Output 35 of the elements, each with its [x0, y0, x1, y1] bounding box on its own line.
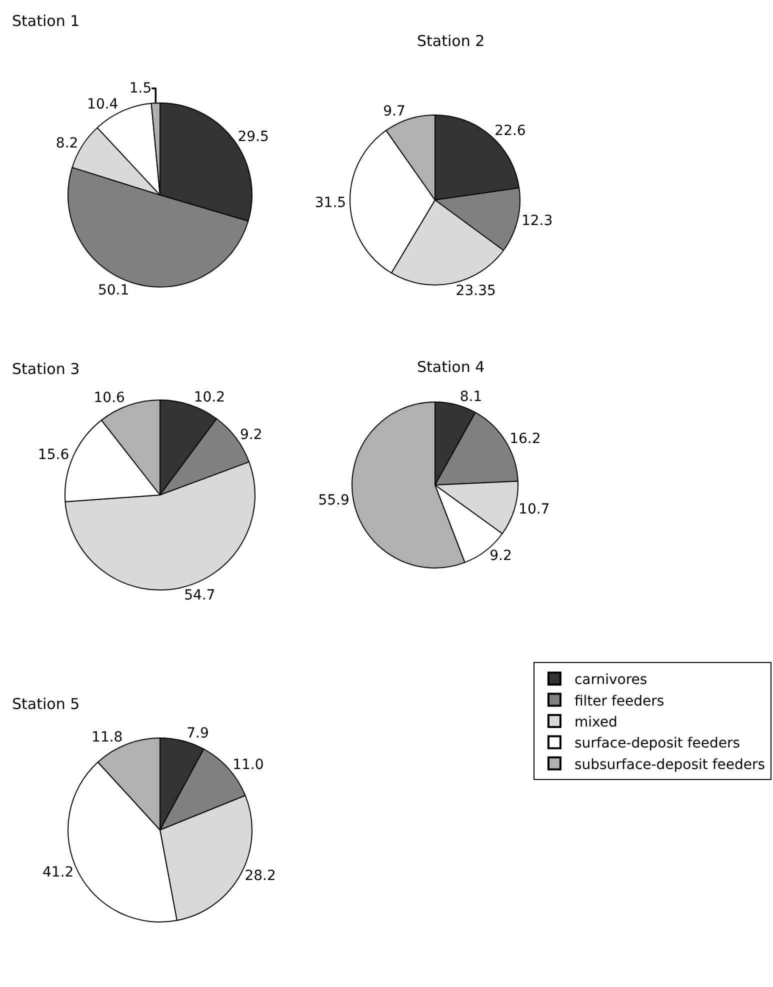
chart-title: Station 1 [12, 12, 80, 30]
data-label: 8.1 [460, 389, 482, 406]
legend-label: subsurface-deposit feeders [574, 756, 766, 773]
legend-label: surface-deposit feeders [574, 736, 740, 752]
data-label: 7.9 [186, 725, 209, 742]
data-label: 15.6 [38, 447, 70, 464]
data-label: 10.6 [94, 390, 126, 406]
data-label: 10.2 [194, 390, 226, 406]
data-label: 11.8 [92, 729, 123, 746]
data-label: 55.9 [318, 492, 350, 508]
data-label: 54.7 [184, 587, 216, 604]
data-label: 10.7 [518, 501, 550, 518]
data-label: 9.7 [383, 104, 406, 120]
data-label: 8.2 [56, 136, 78, 152]
chart-title: Station 2 [417, 32, 485, 50]
legend-label: filter feeders [574, 693, 664, 710]
chart-title: Station 4 [417, 358, 485, 376]
data-label: 16.2 [510, 431, 541, 448]
data-label: 23.35 [456, 283, 496, 300]
data-label: 12.3 [521, 213, 553, 230]
data-label: 9.2 [240, 427, 262, 444]
data-label: 50.1 [98, 282, 130, 298]
data-label: 11.0 [232, 757, 264, 774]
data-label: 41.2 [42, 864, 74, 881]
legend-label: carnivores [574, 672, 648, 688]
data-label: 22.6 [494, 123, 526, 140]
legend-label: mixed [574, 714, 618, 730]
data-label: 29.5 [238, 129, 269, 146]
chart-title: Station 3 [12, 360, 80, 378]
data-label: 31.5 [314, 195, 346, 212]
data-label: 10.4 [87, 96, 118, 112]
data-label: 28.2 [244, 868, 276, 884]
data-label: 1.5 [129, 80, 152, 96]
data-label: 9.2 [490, 548, 512, 564]
chart-title: Station 5 [12, 695, 80, 713]
